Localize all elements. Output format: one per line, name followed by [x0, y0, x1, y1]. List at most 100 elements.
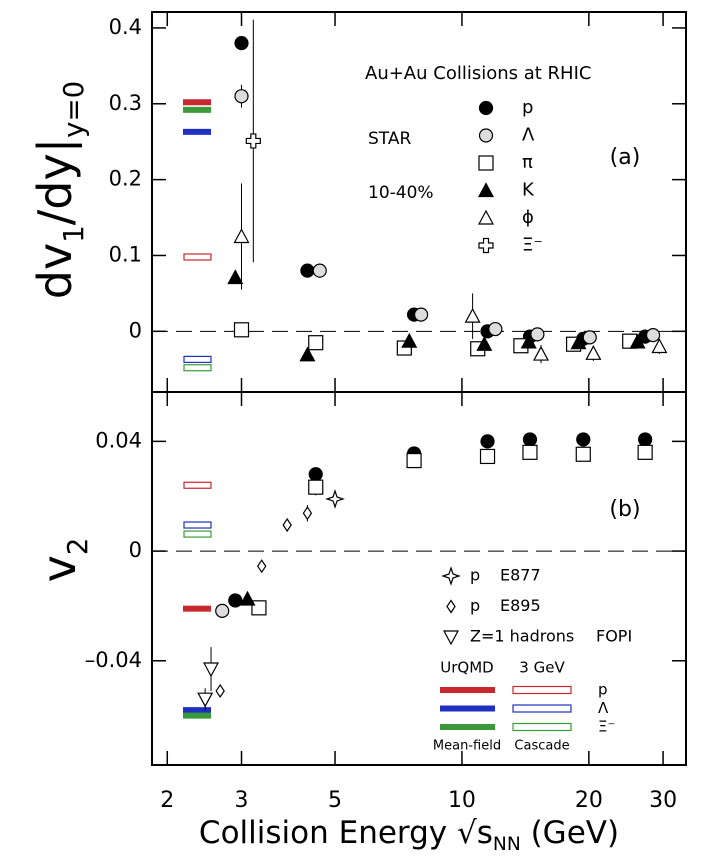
marker: [245, 133, 261, 149]
legend-label: Ξ⁻: [598, 718, 615, 736]
marker: [251, 600, 267, 616]
y-tick-label: 0: [129, 318, 142, 342]
marker: [638, 432, 653, 447]
legend-marker: [478, 100, 494, 116]
legend-label: p: [470, 596, 480, 615]
legend-label: Ξ⁻: [522, 235, 543, 256]
axis-title-part: 1: [57, 225, 90, 243]
axis-title: v2: [32, 538, 94, 583]
legend-marker: [477, 209, 495, 225]
marker: [256, 559, 267, 574]
marker: [234, 35, 249, 51]
marker: [637, 444, 653, 460]
legend-label: Z=1 hadrons: [470, 627, 574, 646]
marker: [522, 432, 538, 447]
legend-label: ϕ: [522, 207, 534, 228]
axis-title-part: (GeV): [521, 815, 619, 851]
marker: [308, 479, 324, 495]
model-mean-field: [183, 99, 211, 106]
model-cascade: [183, 530, 212, 538]
marker: [576, 432, 591, 447]
marker: [479, 448, 496, 465]
marker: [233, 322, 250, 338]
legend-marker: [441, 566, 461, 586]
legend-marker: [446, 599, 456, 614]
legend-experiment: E895: [500, 596, 541, 615]
legend-title: 3 GeV: [519, 659, 565, 677]
panel-label: (a): [610, 145, 641, 170]
marker: [308, 335, 324, 351]
marker: [203, 662, 220, 678]
marker: [215, 603, 230, 618]
marker: [522, 444, 538, 460]
legend-cascade: [512, 722, 572, 732]
legend-marker: [478, 128, 494, 143]
y-tick-label: 0.2: [109, 167, 142, 191]
marker: [488, 321, 503, 337]
marker: [464, 307, 481, 323]
legend-label: p: [470, 566, 480, 585]
annotation: Au+Au Collisions at RHIC: [365, 63, 591, 84]
legend-experiment: E877: [500, 566, 541, 585]
model-cascade: [183, 355, 212, 363]
axis-title-part: Collision Energy: [199, 815, 457, 851]
marker: [282, 517, 292, 533]
marker: [585, 345, 602, 360]
model-mean-field: [183, 712, 211, 719]
marker: [215, 683, 225, 699]
axis-title: dv1/dy|y=0: [28, 81, 90, 299]
marker: [302, 506, 313, 521]
marker: [575, 446, 591, 462]
model-mean-field: [183, 106, 211, 113]
marker: [312, 263, 327, 278]
axis-title-part: dv: [28, 243, 82, 299]
legend-cascade: [512, 685, 572, 695]
panel-label: (b): [609, 497, 640, 522]
x-tick-label: 20: [575, 788, 603, 813]
model-cascade: [183, 521, 212, 529]
x-tick-label: 30: [649, 788, 677, 813]
x-tick-label: 5: [328, 788, 342, 813]
model-mean-field: [183, 128, 211, 135]
model-cascade: [183, 253, 212, 261]
marker: [233, 228, 250, 244]
legend-label: Λ: [522, 125, 535, 146]
marker: [308, 467, 323, 482]
y-tick-label: 0.04: [95, 428, 142, 452]
x-tick-label: 3: [235, 788, 249, 813]
marker: [532, 345, 549, 361]
axis-title-part: v: [32, 555, 86, 582]
marker: [300, 263, 315, 278]
x-tick-label: 10: [448, 788, 476, 813]
marker: [570, 334, 587, 350]
marker: [406, 452, 422, 469]
legend-experiment: FOPI: [596, 627, 632, 646]
axis-title-part: NN: [493, 834, 521, 855]
annotation: 10-40%: [368, 183, 434, 203]
y-tick-label: 0.1: [109, 242, 142, 266]
legend-marker: [477, 182, 495, 198]
axis-title-part: √s: [457, 815, 493, 851]
axis-title-part: 2: [61, 538, 94, 556]
legend-label: p: [598, 681, 608, 699]
legend-marker: [442, 630, 460, 646]
marker: [629, 333, 646, 349]
legend-foot: Cascade: [514, 739, 569, 754]
legend-foot: Mean-field: [433, 739, 501, 754]
marker: [299, 346, 316, 362]
axis-title-part: y=0: [57, 81, 90, 138]
marker: [325, 489, 345, 509]
marker: [651, 338, 668, 354]
axis-title: Collision Energy √sNN (GeV): [199, 815, 619, 856]
legend-label: π: [522, 152, 533, 173]
marker: [228, 593, 243, 608]
legend-mean-field: [440, 724, 495, 730]
marker: [480, 434, 495, 449]
y-tick-label: –0.04: [85, 648, 142, 672]
legend-cascade: [512, 704, 572, 713]
marker: [239, 590, 256, 606]
marker: [197, 692, 214, 708]
marker: [476, 335, 493, 351]
axis-title-part: /dy|: [28, 138, 83, 225]
